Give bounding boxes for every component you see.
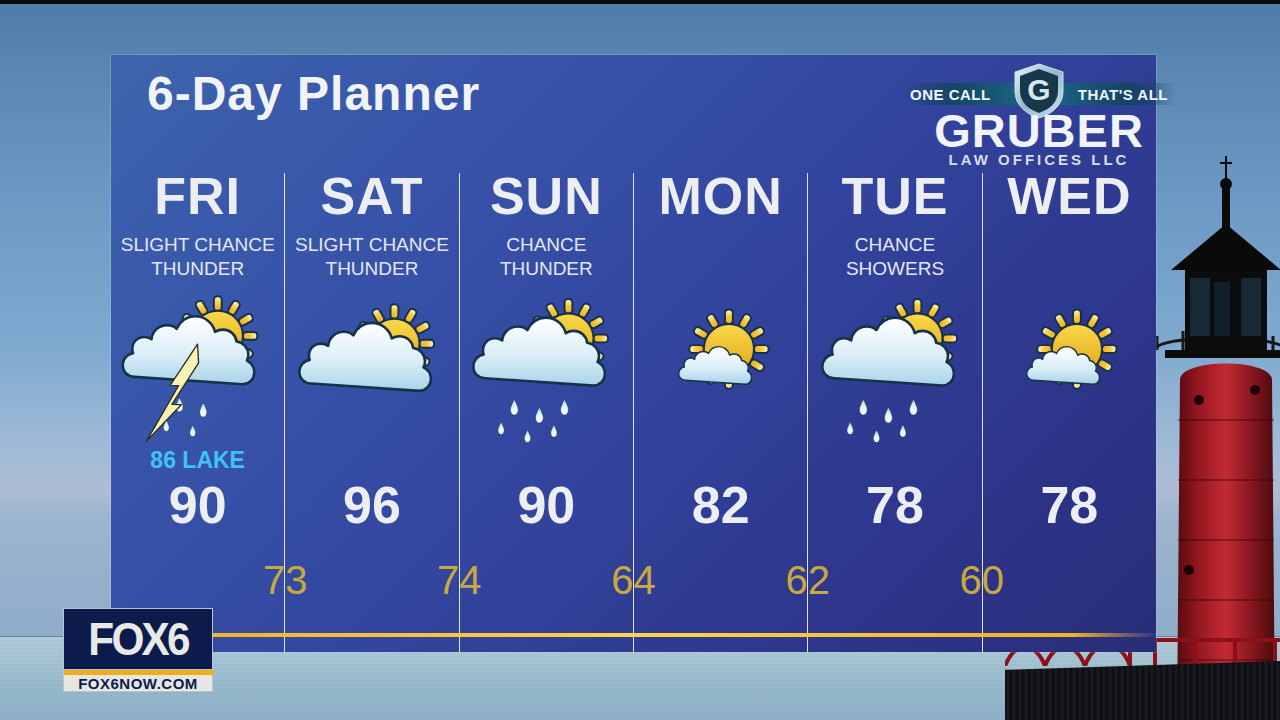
svg-text:G: G <box>1027 73 1050 106</box>
